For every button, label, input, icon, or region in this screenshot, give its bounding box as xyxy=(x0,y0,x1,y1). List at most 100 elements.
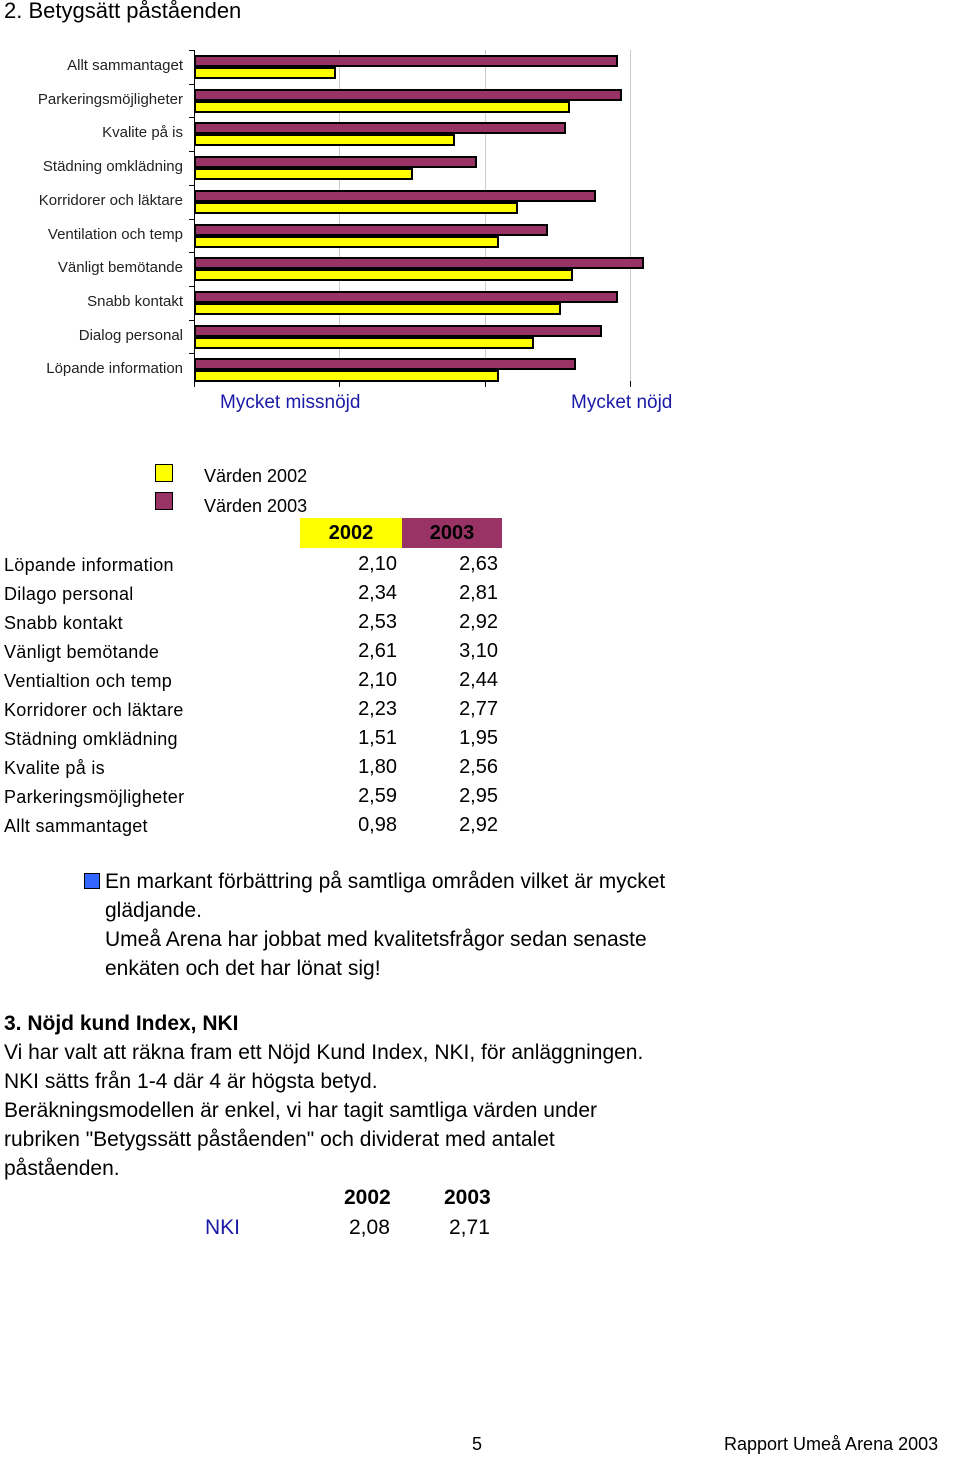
bar-2002 xyxy=(194,100,570,113)
table-cell-2002: 1,80 xyxy=(358,756,397,778)
x-axis-tick xyxy=(630,381,631,387)
gridline xyxy=(630,50,631,387)
category-label: Dialog personal xyxy=(78,326,183,344)
nki-value-2002: 2,08 xyxy=(349,1216,390,1239)
category-label: Korridorer och läktare xyxy=(38,191,183,209)
x-axis-tick xyxy=(485,381,486,387)
category-label: Kvalite på is xyxy=(102,124,183,142)
axis-tick xyxy=(189,184,194,186)
page-heading: 2. Betygsätt påståenden xyxy=(4,0,242,23)
table-row-label: Löpande information xyxy=(4,555,174,575)
bar-2003 xyxy=(194,156,478,169)
page-number: 5 xyxy=(472,1434,483,1454)
table-cell-2002: 1,51 xyxy=(358,727,397,749)
table-cell-2002: 2,10 xyxy=(358,553,397,575)
table-cell-2002: 2,34 xyxy=(358,582,397,604)
x-axis-tick xyxy=(339,381,340,387)
table-cell-2003: 2,77 xyxy=(459,698,498,720)
table-row-label: Allt sammantaget xyxy=(4,816,148,836)
table-header-2003: 2003 xyxy=(402,518,502,548)
category-label: Städning omklädning xyxy=(42,158,183,176)
table-row-label: Korridorer och läktare xyxy=(4,700,184,720)
axis-label-right: Mycket nöjd xyxy=(571,392,673,413)
bar-2002 xyxy=(194,67,337,79)
axis-tick xyxy=(189,218,194,220)
table-cell-2003: 3,10 xyxy=(459,640,498,662)
rating-bar-chart: Allt sammantaget Parkeringsmöjligheter Kva… xyxy=(0,40,960,420)
table-cell-2003: 1,95 xyxy=(459,727,498,749)
section-3-line-2: NKI sätts från 1-4 där 4 är högsta betyd… xyxy=(4,1070,378,1093)
category-label: Parkeringsmöjligheter xyxy=(37,90,183,108)
axis-tick xyxy=(189,319,194,321)
legend-swatch-2002 xyxy=(155,464,173,482)
legend-swatch-2003 xyxy=(155,492,173,510)
category-label: Snabb kontakt xyxy=(87,292,183,310)
bar-2002 xyxy=(194,302,562,315)
axis-tick xyxy=(189,285,194,287)
category-label: Löpande information xyxy=(46,360,183,378)
bar-2002 xyxy=(194,201,518,214)
table-row-label: Ventialtion och temp xyxy=(4,671,173,691)
table-cell-2003: 2,63 xyxy=(459,553,498,575)
bar-2003 xyxy=(194,324,602,337)
bar-2003 xyxy=(194,88,623,101)
summary-line-2: glädjande. xyxy=(105,899,202,922)
summary-line-1: En markant förbättring på samtliga områd… xyxy=(105,870,666,893)
legend-label-2003: Värden 2003 xyxy=(204,496,308,516)
bar-2002 xyxy=(194,235,499,248)
report-title: Rapport Umeå Arena 2003 xyxy=(724,1434,939,1454)
table-cell-2003: 2,81 xyxy=(459,582,498,604)
section-3-line-1: Vi har valt att räkna fram ett Nöjd Kund… xyxy=(4,1041,644,1064)
section-3-title: 3. Nöjd kund Index, NKI xyxy=(4,1012,239,1035)
table-header-2002: 2002 xyxy=(300,518,402,548)
table-row-label: Kvalite på is xyxy=(4,758,105,778)
bar-2003 xyxy=(194,55,618,67)
bullet-square-icon xyxy=(84,873,100,889)
axis-tick xyxy=(189,117,194,119)
table-cell-2002: 2,10 xyxy=(358,669,397,691)
section-3-line-5: påståenden. xyxy=(4,1157,120,1180)
bar-2002 xyxy=(194,370,499,383)
axis-tick xyxy=(189,83,194,85)
table-cell-2002: 2,59 xyxy=(358,785,397,807)
table-row-label: Parkeringsmöjligheter xyxy=(4,787,185,807)
bar-2003 xyxy=(194,122,566,135)
category-label: Allt sammantaget xyxy=(67,57,183,74)
summary-line-3: Umeå Arena har jobbat med kvalitetsfrågo… xyxy=(105,928,647,951)
nki-label: NKI xyxy=(205,1216,241,1239)
summary-line-4: enkäten och det har lönat sig! xyxy=(105,957,381,980)
bar-2002 xyxy=(194,134,456,147)
table-cell-2003: 2,92 xyxy=(459,611,498,633)
gridline xyxy=(485,50,486,387)
table-cell-2003: 2,56 xyxy=(459,756,498,778)
x-axis-tick xyxy=(194,381,195,387)
axis-tick xyxy=(189,50,194,51)
table-cell-2002: 2,23 xyxy=(358,698,397,720)
category-label: Vänligt bemötande xyxy=(57,259,183,277)
bar-2002 xyxy=(194,336,534,349)
y-axis-line xyxy=(194,50,195,387)
table-cell-2002: 2,61 xyxy=(358,640,397,662)
bar-2003 xyxy=(194,189,597,202)
axis-label-left: Mycket missnöjd xyxy=(220,392,361,413)
table-row-label: Snabb kontakt xyxy=(4,613,123,633)
bar-2002 xyxy=(194,269,573,282)
section-3-line-3: Beräkningsmodellen är enkel, vi har tagi… xyxy=(4,1099,597,1122)
bar-2003 xyxy=(194,290,618,303)
legend-label-2002: Värden 2002 xyxy=(204,466,308,486)
table-cell-2003: 2,44 xyxy=(459,669,498,691)
bar-2003 xyxy=(194,257,644,270)
table-row-label: Vänligt bemötande xyxy=(4,642,160,662)
category-label: Ventilation och temp xyxy=(47,225,183,243)
table-cell-2002: 2,53 xyxy=(358,611,397,633)
nki-value-2003: 2,71 xyxy=(449,1216,490,1239)
table-row-label: Dilago personal xyxy=(4,584,134,604)
axis-tick xyxy=(189,353,194,355)
nki-header-2002: 2002 xyxy=(344,1186,391,1209)
bar-2003 xyxy=(194,358,576,371)
table-cell-2002: 0,98 xyxy=(358,814,397,836)
axis-tick xyxy=(189,252,194,254)
bar-2002 xyxy=(194,168,414,181)
gridline xyxy=(339,50,340,387)
axis-tick xyxy=(189,151,194,153)
